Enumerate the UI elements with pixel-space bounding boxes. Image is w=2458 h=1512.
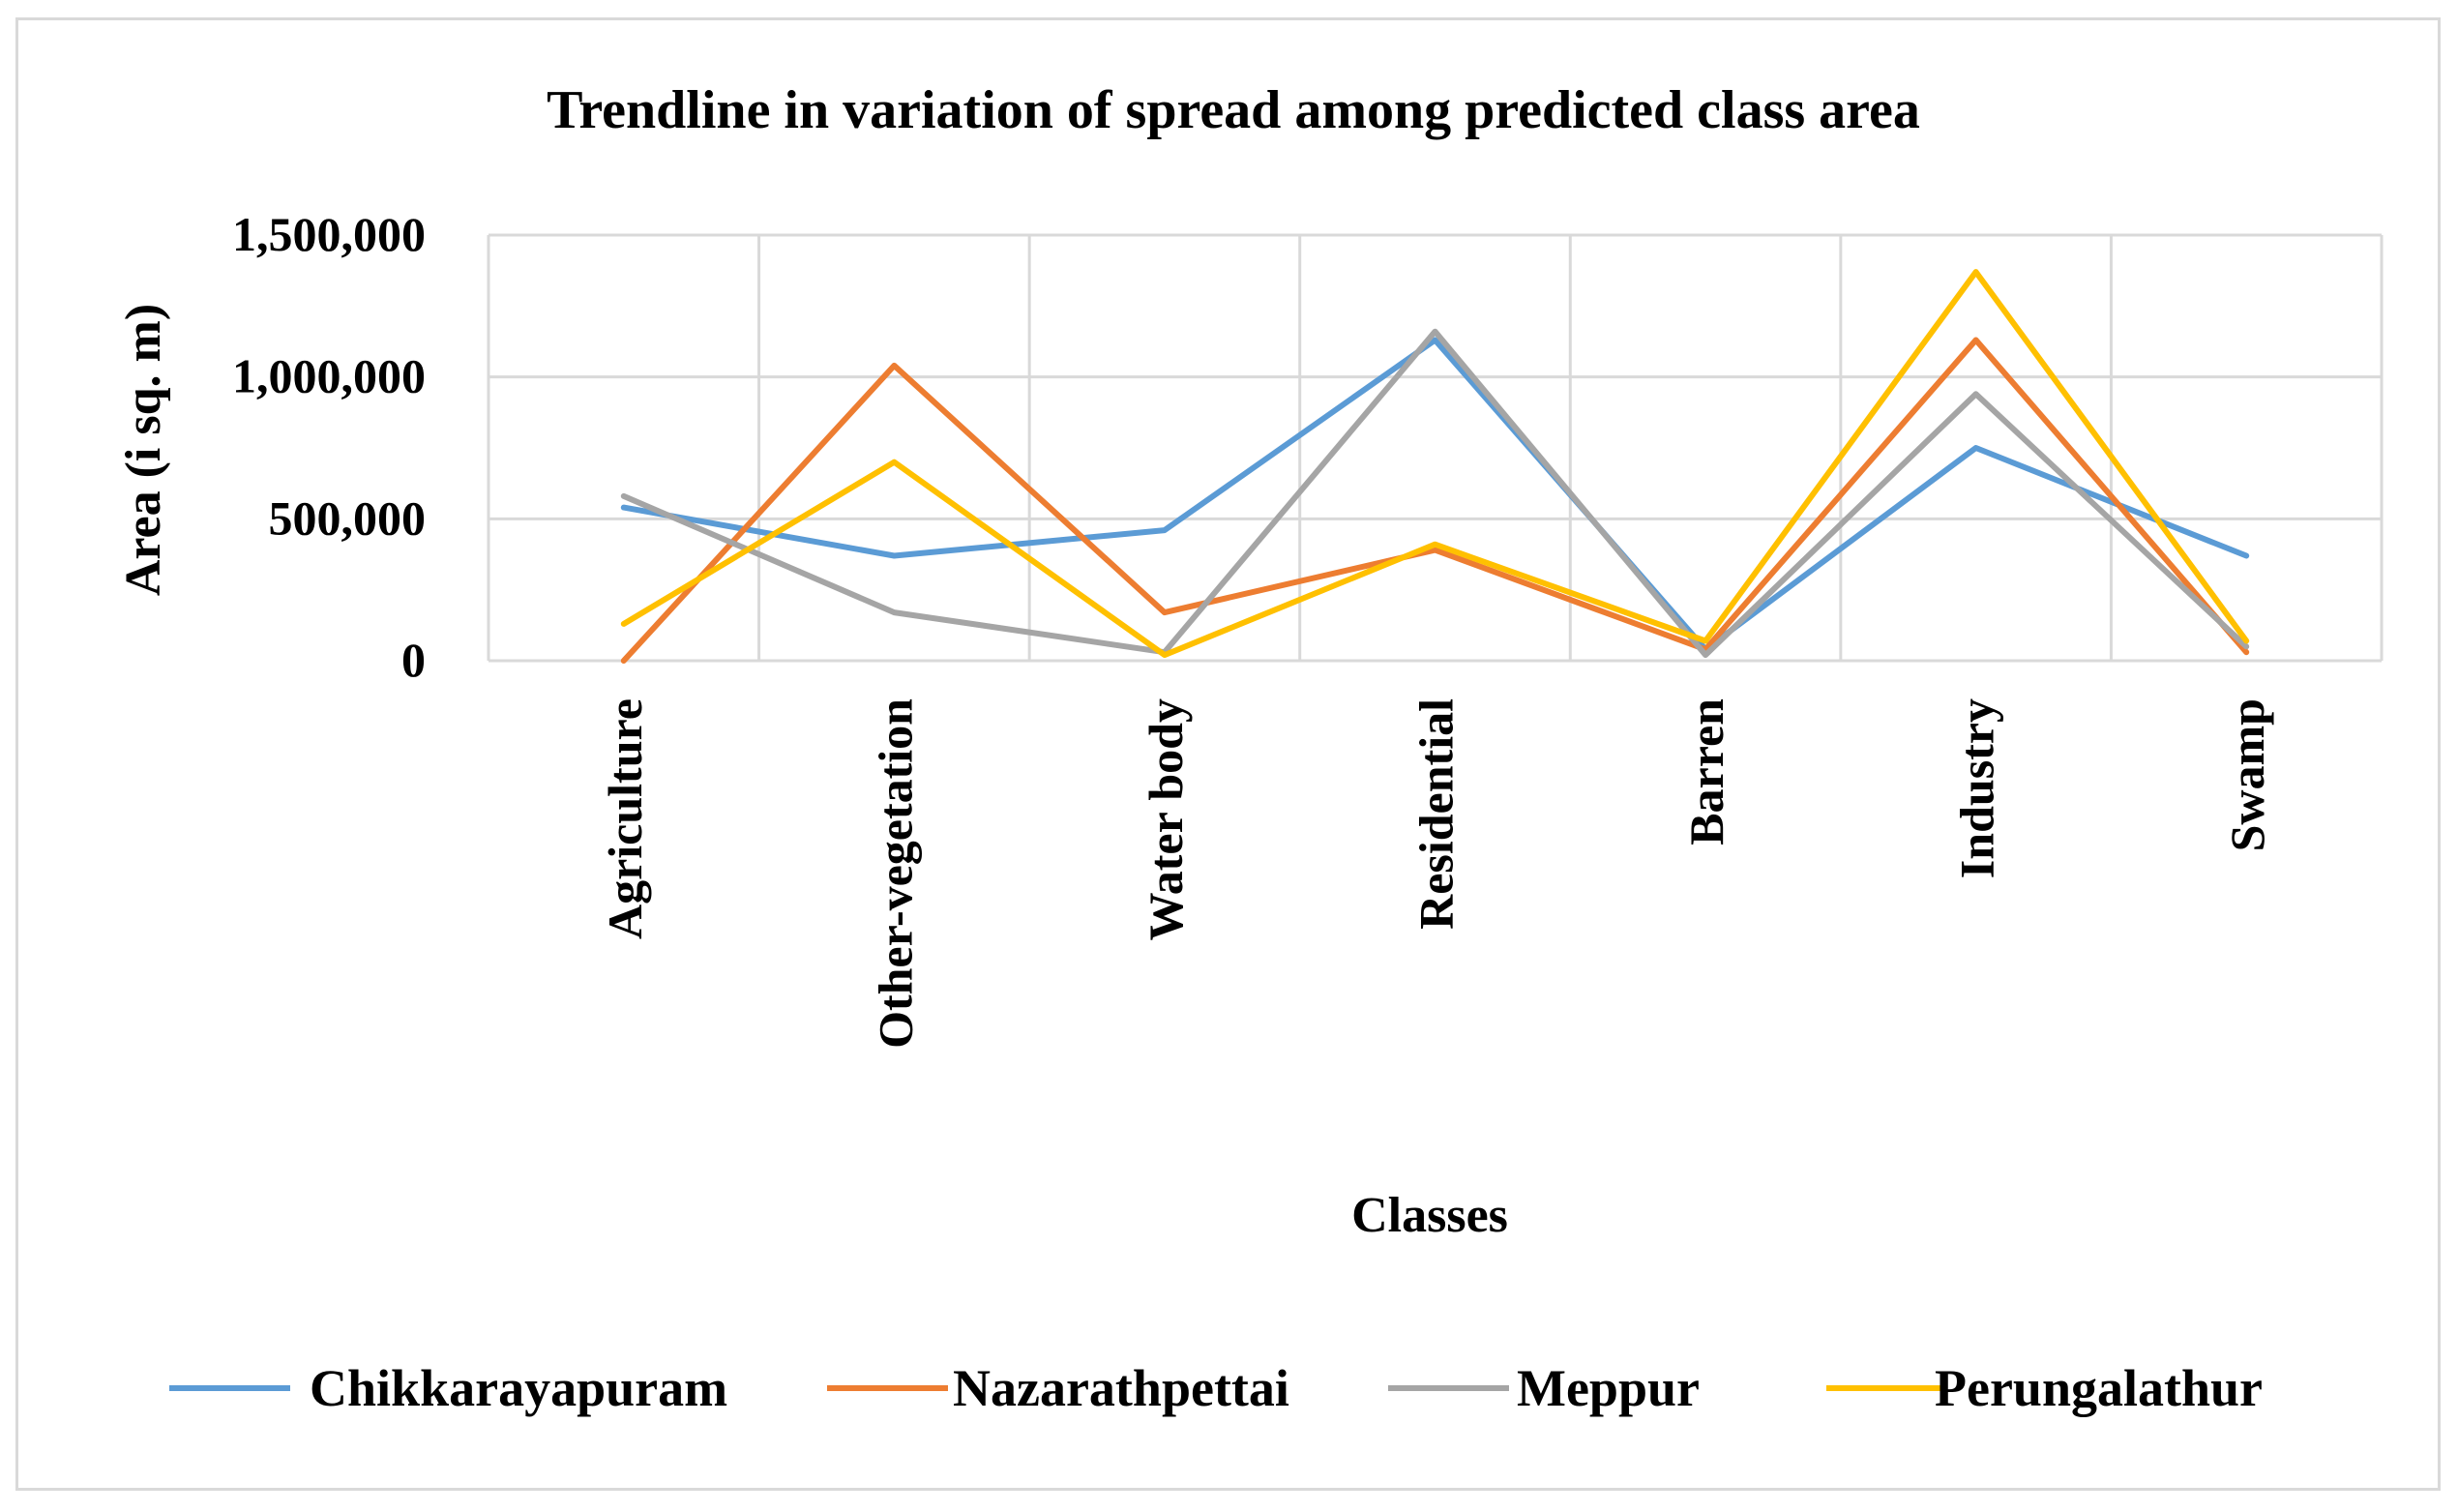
series-lines bbox=[620, 269, 2250, 664]
series-line-meppur bbox=[620, 328, 2250, 659]
x-tick-label: Agriculture bbox=[598, 698, 652, 939]
y-tick-label: 1,000,000 bbox=[232, 349, 426, 403]
gridlines bbox=[487, 233, 2384, 663]
legend-label: Meppur bbox=[1517, 1359, 1700, 1417]
y-tick-label: 500,000 bbox=[269, 490, 427, 545]
y-tick-label: 1,500,000 bbox=[232, 207, 426, 261]
y-axis-tick-labels: 0 500,000 1,000,000 1,500,000 bbox=[232, 207, 426, 687]
x-tick-label: Industry bbox=[1950, 698, 2004, 878]
x-tick-label: Barren bbox=[1679, 698, 1733, 845]
series-line-chikkarayapuram bbox=[620, 337, 2250, 653]
x-tick-label: Other-vegetation bbox=[868, 698, 922, 1049]
series-line-perungalathur bbox=[620, 269, 2250, 659]
x-axis-tick-labels: Agriculture Other-vegetation Water body Res… bbox=[598, 698, 2274, 1049]
chart-title: Trendline in variation of spread among p… bbox=[547, 80, 1920, 140]
legend: Chikkarayapuram Nazarathpettai Meppur Perun… bbox=[169, 1359, 2263, 1417]
legend-label: Chikkarayapuram bbox=[310, 1359, 727, 1417]
x-tick-label: Water body bbox=[1139, 698, 1193, 941]
chart-frame bbox=[15, 17, 2441, 1491]
x-tick-label: Residential bbox=[1409, 698, 1464, 930]
y-tick-label: 0 bbox=[401, 633, 426, 687]
series-line-nazarathpettai bbox=[620, 337, 2250, 664]
x-axis-title: Classes bbox=[1351, 1188, 1508, 1243]
legend-label: Nazarathpettai bbox=[953, 1359, 1289, 1417]
y-axis-title: Area (i sq. m) bbox=[116, 304, 171, 596]
legend-label: Perungalathur bbox=[1935, 1359, 2263, 1417]
x-tick-label: Swamp bbox=[2220, 698, 2274, 851]
